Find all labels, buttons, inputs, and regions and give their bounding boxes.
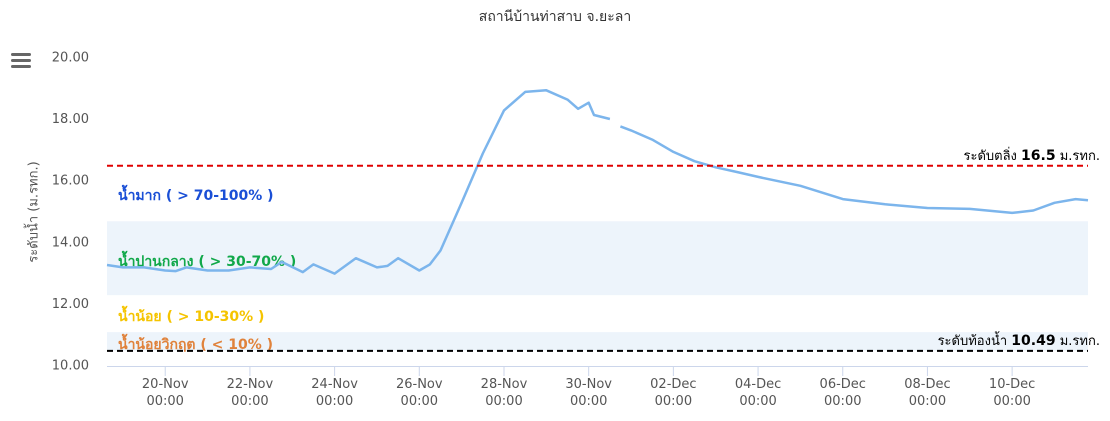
menu-bar[interactable] bbox=[11, 53, 31, 56]
plot-line-value: 16.5 bbox=[1021, 148, 1056, 164]
menu-bar[interactable] bbox=[11, 65, 31, 68]
plot-line-unit: ม.รทก. bbox=[1060, 333, 1100, 348]
x-tick-label: 06-Dec 00:00 bbox=[819, 377, 866, 409]
chart-title: สถานีบ้านท่าสาบ จ.ยะลา bbox=[479, 9, 631, 25]
menu-button[interactable] bbox=[11, 53, 31, 68]
plot-line-prefix: ระดับตลิ่ง bbox=[963, 146, 1016, 163]
plot-line-label: ระดับตลิ่ง 16.5 ม.รทก. bbox=[963, 146, 1100, 164]
zone-label: น้ำน้อย ( > 10-30% ) bbox=[118, 305, 264, 325]
x-tick-label: 08-Dec 00:00 bbox=[904, 377, 951, 409]
y-tick-label: 12.00 bbox=[52, 297, 89, 312]
zone-label: น้ำปานกลาง ( > 30-70% ) bbox=[118, 250, 296, 270]
y-tick-label: 16.00 bbox=[52, 174, 89, 189]
x-tick-label: 02-Dec 00:00 bbox=[650, 377, 697, 409]
y-tick-label: 10.00 bbox=[52, 359, 89, 374]
zone-label: น้ำมาก ( > 70-100% ) bbox=[118, 184, 274, 204]
x-tick-label: 10-Dec 00:00 bbox=[988, 377, 1036, 409]
menu-bar[interactable] bbox=[11, 59, 31, 62]
x-tick-label: 24-Nov 00:00 bbox=[311, 377, 358, 409]
plot-band bbox=[107, 332, 1088, 351]
y-tick-label: 20.00 bbox=[52, 51, 89, 66]
x-tick-label: 28-Nov 00:00 bbox=[480, 377, 528, 409]
plot-line-label: ระดับท้องน้ำ 10.49 ม.รทก. bbox=[938, 330, 1100, 349]
plot-band bbox=[107, 221, 1088, 296]
x-tick-label: 30-Nov 00:00 bbox=[565, 377, 612, 409]
plot-line-unit: ม.รทก. bbox=[1060, 148, 1100, 163]
plot-line-prefix: ระดับท้องน้ำ bbox=[938, 330, 1008, 348]
x-tick-label: 22-Nov 00:00 bbox=[226, 377, 274, 409]
series-line bbox=[106, 89, 1089, 275]
zone-label: น้ำน้อยวิกฤต ( < 10% ) bbox=[118, 333, 273, 353]
x-tick-label: 26-Nov 00:00 bbox=[395, 377, 443, 409]
plot-line-value: 10.49 bbox=[1011, 333, 1055, 349]
x-tick-label: 04-Dec 00:00 bbox=[734, 377, 782, 409]
y-tick-label: 18.00 bbox=[52, 112, 89, 127]
x-tick-label: 20-Nov 00:00 bbox=[141, 377, 189, 409]
y-axis-label: ระดับน้ำ (ม.รทก.) bbox=[24, 161, 42, 262]
y-tick-label: 14.00 bbox=[52, 235, 89, 250]
